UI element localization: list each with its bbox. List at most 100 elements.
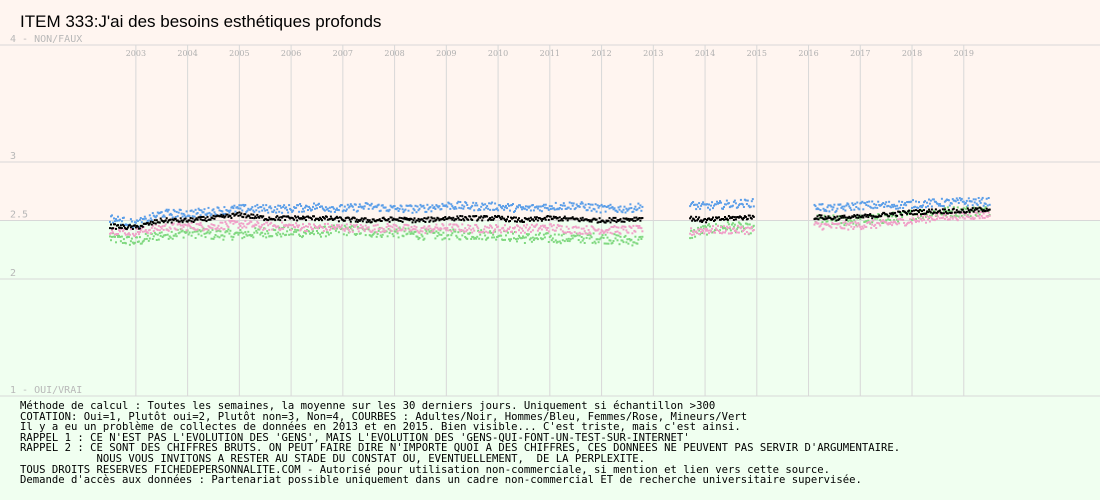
data-point <box>718 230 720 233</box>
data-point <box>211 227 214 230</box>
data-point <box>109 227 111 230</box>
data-point <box>154 222 157 225</box>
data-point <box>981 196 984 199</box>
data-point <box>379 231 382 234</box>
data-point <box>451 232 454 235</box>
data-point <box>500 218 503 221</box>
data-point <box>292 224 295 226</box>
data-point <box>922 216 924 219</box>
data-point <box>525 223 528 226</box>
data-point <box>199 230 202 233</box>
data-point <box>294 215 297 218</box>
data-point <box>470 238 473 240</box>
data-point <box>149 220 152 223</box>
data-point <box>596 204 599 207</box>
data-point <box>533 237 536 240</box>
data-point <box>418 231 421 234</box>
data-point <box>900 204 903 206</box>
data-point <box>733 223 736 226</box>
data-point <box>877 200 880 203</box>
data-point <box>543 236 546 239</box>
data-point <box>856 225 859 228</box>
data-point <box>820 214 823 217</box>
data-point <box>592 232 595 235</box>
data-point <box>433 217 436 220</box>
data-point <box>942 205 945 208</box>
data-point <box>189 226 192 228</box>
data-point <box>427 208 430 211</box>
data-point <box>438 205 441 208</box>
data-point <box>546 207 549 210</box>
data-point <box>844 209 847 212</box>
data-point <box>144 217 147 220</box>
data-point <box>520 206 522 209</box>
data-point <box>206 231 209 234</box>
data-point <box>585 225 588 228</box>
data-point <box>195 217 198 220</box>
data-point <box>297 229 300 232</box>
data-point <box>920 213 922 216</box>
data-point <box>957 215 960 218</box>
data-point <box>442 217 445 219</box>
data-point <box>396 232 399 235</box>
data-point <box>287 211 290 214</box>
data-point <box>326 207 329 210</box>
data-point <box>983 207 986 210</box>
data-point <box>556 240 559 243</box>
data-point <box>858 208 861 211</box>
data-point <box>381 233 384 236</box>
data-point <box>875 203 878 206</box>
data-point <box>502 239 505 241</box>
data-point <box>121 242 124 244</box>
data-point <box>951 198 954 201</box>
data-point <box>169 218 172 221</box>
data-point <box>246 234 249 237</box>
data-point <box>846 222 849 225</box>
data-point <box>835 219 838 222</box>
data-point <box>967 197 970 200</box>
data-point <box>373 228 376 231</box>
data-point <box>549 215 552 218</box>
data-point <box>202 215 205 218</box>
data-point <box>283 215 286 218</box>
data-point <box>506 218 508 221</box>
data-point <box>214 234 217 236</box>
data-point <box>407 209 410 212</box>
data-point <box>628 238 631 240</box>
data-point <box>515 216 517 219</box>
data-point <box>126 233 129 236</box>
data-point <box>385 226 388 229</box>
data-point <box>925 221 927 224</box>
data-point <box>889 222 892 225</box>
data-point <box>443 218 446 221</box>
data-point <box>330 224 333 227</box>
data-point <box>305 225 307 228</box>
data-point <box>464 227 467 230</box>
data-point <box>633 216 636 219</box>
data-point <box>197 207 200 210</box>
data-point <box>388 231 391 234</box>
data-point <box>123 232 126 235</box>
data-point <box>164 234 167 236</box>
data-point <box>228 232 231 235</box>
data-point <box>122 228 125 231</box>
data-point <box>203 219 206 222</box>
data-point <box>700 219 703 222</box>
notes-block: Méthode de calcul : Toutes les semaines,… <box>20 401 900 486</box>
data-point <box>251 234 254 237</box>
data-point <box>560 208 563 211</box>
data-point <box>622 228 625 231</box>
data-point <box>335 223 338 226</box>
data-point <box>182 236 185 239</box>
data-point <box>536 229 539 232</box>
data-point <box>254 215 257 218</box>
data-point <box>507 203 509 206</box>
data-point <box>617 206 620 209</box>
data-point <box>350 217 353 220</box>
data-point <box>324 235 327 238</box>
data-point <box>567 237 570 240</box>
data-point <box>944 199 947 202</box>
data-point <box>116 219 118 222</box>
data-point <box>482 203 485 206</box>
data-point <box>233 233 236 236</box>
